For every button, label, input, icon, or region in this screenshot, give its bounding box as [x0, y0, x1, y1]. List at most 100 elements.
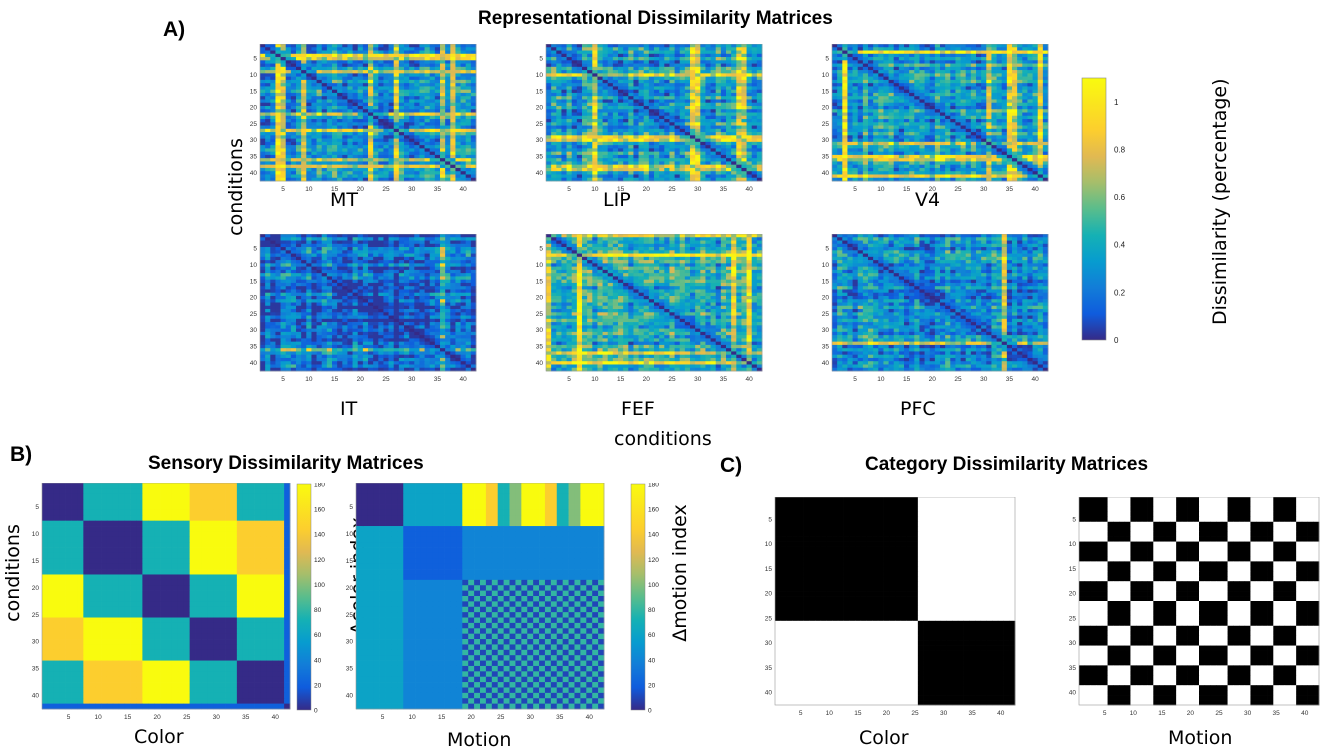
- rdm-mt-cell: [455, 115, 461, 120]
- rdm-mt-cell: [434, 44, 441, 48]
- rdm-lip-cell: [623, 115, 629, 120]
- rdm-lip-cell: [638, 63, 645, 68]
- rdm-lip-cell: [756, 154, 763, 159]
- rdm-lip-cell: [602, 151, 609, 156]
- rdm-v4-cell: [1006, 138, 1013, 143]
- rdm-lip-cell: [597, 99, 603, 104]
- rdm-mt-cell: [388, 83, 395, 87]
- rdm-lip-cell: [684, 57, 691, 61]
- rdm-lip-cell: [654, 105, 660, 110]
- rdm-v4-cell: [934, 109, 941, 113]
- rdm-mt-cell: [285, 73, 292, 77]
- rdm-mt-cell: [301, 115, 307, 120]
- rdm-mt-cell: [368, 145, 374, 149]
- rdm-v4-cell: [965, 83, 972, 87]
- rdm-v4-cell: [873, 132, 879, 136]
- rdm-lip-cell: [715, 167, 722, 172]
- rdm-lip-cell: [746, 119, 753, 123]
- rdm-lip-cell: [690, 63, 696, 68]
- rdm-lip-cell: [612, 112, 619, 117]
- rdm-mt-cell: [316, 164, 323, 169]
- rdm-mt-cell: [352, 122, 359, 126]
- rdm-v4-cell: [909, 102, 915, 107]
- rdm-mt-cell: [368, 154, 374, 159]
- rdm-v4-cell: [1001, 89, 1008, 94]
- rdm-v4-cell: [852, 50, 859, 55]
- rdm-mt-cell: [357, 141, 364, 146]
- rdm-lip-cell: [623, 63, 629, 68]
- rdm-lip-cell: [679, 70, 686, 74]
- rdm-lip-cell: [751, 102, 758, 107]
- rdm-mt-cell: [280, 53, 287, 58]
- rdm-lip-cell: [582, 109, 588, 113]
- rdm-v4-cell: [1027, 44, 1033, 48]
- rdm-mt-cell: [368, 174, 374, 179]
- rdm-v4-cell: [940, 125, 946, 130]
- rdm-lip-cell: [736, 177, 742, 182]
- rdm-mt-cell: [347, 167, 353, 172]
- rdm-lip-cell: [720, 128, 727, 133]
- rdm-lip-cell: [659, 79, 665, 84]
- rdm-v4-cell: [1027, 60, 1033, 64]
- rdm-lip-cell: [648, 167, 655, 172]
- rdm-lip-cell: [561, 109, 567, 113]
- rdm-v4-cell: [868, 145, 874, 149]
- rdm-mt-cell: [342, 44, 348, 48]
- rdm-v4-cell: [1042, 89, 1049, 94]
- rdm-mt-cell: [424, 105, 431, 110]
- rdm-v4-cell: [940, 89, 946, 94]
- rdm-v4-cell: [919, 99, 925, 104]
- rdm-v4-cell: [914, 99, 920, 104]
- rdm-v4-cell: [1032, 76, 1039, 81]
- rdm-mt-cell: [434, 135, 441, 139]
- rdm-v4-cell: [1027, 96, 1033, 100]
- rdm-lip-cell: [628, 148, 634, 152]
- rdm-v4-cell: [955, 115, 961, 120]
- rdm-v4-cell: [981, 145, 987, 149]
- rdm-lip-cell: [628, 151, 634, 156]
- rdm-mt-cell: [285, 83, 292, 87]
- rdm-lip-cell: [659, 145, 665, 149]
- rdm-mt-cell: [424, 128, 431, 133]
- rdm-v4-cell: [873, 125, 879, 130]
- rdm-mt-cell: [326, 89, 333, 94]
- rdm-v4-cell: [981, 109, 987, 113]
- rdm-mt-cell: [460, 53, 467, 58]
- rdm-v4-cell: [1012, 141, 1018, 146]
- rdm-v4-cell: [924, 47, 931, 51]
- rdm-mt-cell: [290, 164, 297, 169]
- rdm-lip-cell: [576, 132, 583, 136]
- rdm-v4-cell: [1037, 73, 1044, 77]
- rdm-lip-cell: [659, 122, 665, 126]
- rdm-lip-cell: [623, 109, 629, 113]
- rdm-mt-cell: [337, 158, 343, 162]
- rdm-v4-cell: [986, 109, 992, 113]
- rdm-lip-cell: [705, 86, 711, 91]
- rdm-v4-cell: [878, 96, 884, 100]
- rdm-v4-cell: [883, 70, 889, 74]
- rdm-mt-cell: [388, 135, 395, 139]
- rdm-lip-cell: [705, 70, 711, 74]
- rdm-v4-cell: [996, 70, 1003, 74]
- rdm-lip-cell: [679, 151, 686, 156]
- rdm-lip-cell: [731, 158, 737, 162]
- rdm-mt-cell: [301, 102, 307, 107]
- rdm-v4-cell: [857, 109, 864, 113]
- rdm-lip-cell: [618, 115, 624, 120]
- rdm-mt-cell: [424, 154, 431, 159]
- rdm-mt-cell: [357, 109, 364, 113]
- rdm-lip-cell: [607, 135, 614, 139]
- rdm-lip-cell: [700, 96, 706, 100]
- rdm-v4-cell: [898, 76, 905, 81]
- rdm-mt-cell: [332, 76, 338, 81]
- rdm-mt-cell: [321, 132, 328, 136]
- rdm-lip-cell: [659, 135, 665, 139]
- rdm-mt-cell: [337, 151, 343, 156]
- rdm-lip-cell: [566, 115, 573, 120]
- rdm-mt-cell: [378, 122, 384, 126]
- rdm-v4-cell: [965, 151, 972, 156]
- rdm-lip-cell: [679, 161, 686, 166]
- rdm-mt-cell: [326, 164, 333, 169]
- rdm-mt-cell: [409, 57, 415, 61]
- rdm-mt-cell: [270, 63, 276, 68]
